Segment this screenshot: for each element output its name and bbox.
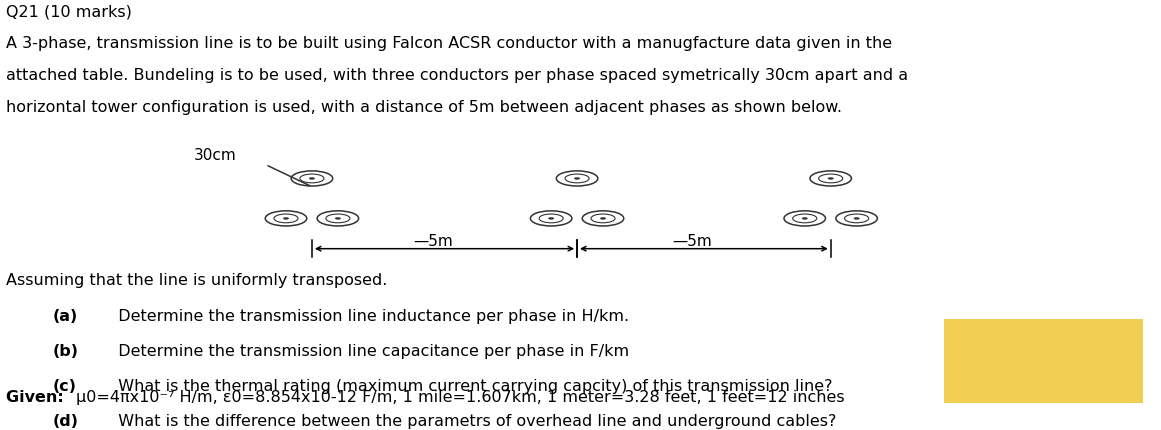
Text: —5m: —5m [672,233,712,248]
Circle shape [336,218,340,220]
Circle shape [309,178,315,180]
Circle shape [575,178,579,180]
Text: attached table. Bundeling is to be used, with three conductors per phase spaced : attached table. Bundeling is to be used,… [7,68,909,83]
Circle shape [548,218,554,220]
Circle shape [854,218,859,220]
Text: A 3-phase, transmission line is to be built using Falcon ACSR conductor with a m: A 3-phase, transmission line is to be bu… [7,37,893,51]
Text: (b): (b) [52,343,79,358]
Text: Determine the transmission line capacitance per phase in F/km: Determine the transmission line capacita… [108,343,629,358]
Text: —5m: —5m [413,233,453,248]
Text: 30cm: 30cm [194,147,237,163]
Circle shape [283,218,289,220]
Text: Determine the transmission line inductance per phase in H/km.: Determine the transmission line inductan… [108,308,629,323]
Circle shape [802,218,807,220]
Text: Q21 (10 marks): Q21 (10 marks) [7,5,132,20]
Text: (a): (a) [52,308,78,323]
FancyBboxPatch shape [944,319,1144,403]
Circle shape [600,218,606,220]
Circle shape [828,178,834,180]
Text: (c): (c) [52,378,77,393]
Text: horizontal tower configuration is used, with a distance of 5m between adjacent p: horizontal tower configuration is used, … [7,99,843,114]
Text: Given:: Given: [7,390,70,404]
Text: Assuming that the line is uniformly transposed.: Assuming that the line is uniformly tran… [7,273,388,288]
Text: What is the thermal rating (maximum current carrying capcity) of this transmissi: What is the thermal rating (maximum curr… [108,378,832,393]
Text: (d): (d) [52,413,79,428]
Text: What is the difference between the parametrs of overhead line and underground ca: What is the difference between the param… [108,413,836,428]
Text: μ0=4πx10⁻⁷ H/m, ε0=8.854x10-12 F/m, 1 mile=1.607km, 1 meter=3.28 feet, 1 feet=12: μ0=4πx10⁻⁷ H/m, ε0=8.854x10-12 F/m, 1 mi… [75,390,844,404]
